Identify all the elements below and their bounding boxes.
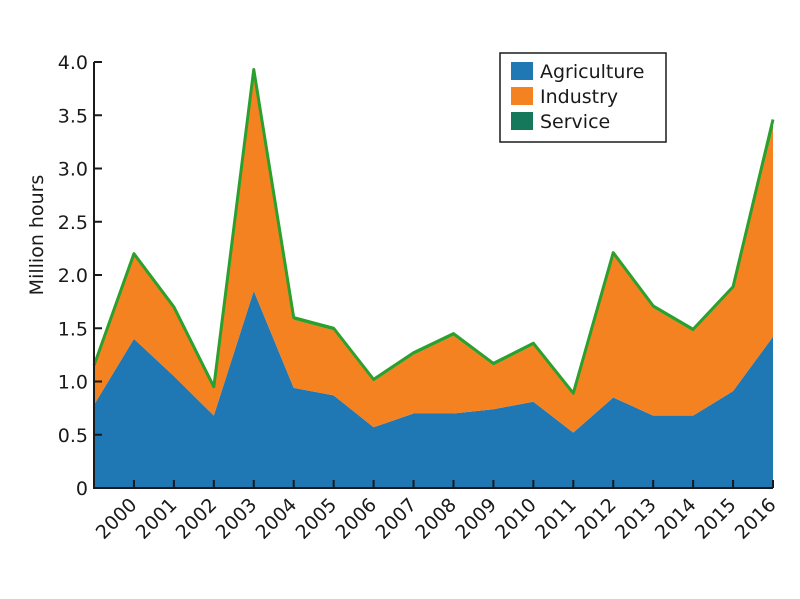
y-tick-label: 4.0 bbox=[58, 52, 88, 74]
y-tick-label: 1.5 bbox=[58, 318, 88, 340]
y-tick-label: 1.0 bbox=[58, 372, 88, 394]
legend-label-industry: Industry bbox=[540, 86, 618, 108]
x-tick-label: 2013 bbox=[611, 494, 661, 544]
y-axis-ticks: 0 0.5 1.0 1.5 2.0 2.5 3.0 3.5 4.0 bbox=[58, 52, 102, 500]
x-tick-label: 2015 bbox=[691, 494, 741, 544]
x-tick-label: 2005 bbox=[291, 494, 341, 544]
y-tick-label: 2.5 bbox=[58, 212, 88, 234]
area-agriculture bbox=[94, 290, 773, 488]
x-tick-label: 2004 bbox=[251, 494, 301, 544]
y-tick-label: 3.5 bbox=[58, 105, 88, 127]
x-tick-label: 2001 bbox=[132, 494, 182, 544]
x-tick-label: 2003 bbox=[212, 494, 262, 544]
y-axis-title: Million hours bbox=[26, 175, 48, 296]
legend-label-agriculture: Agriculture bbox=[540, 61, 645, 83]
legend-swatch-agriculture bbox=[511, 62, 533, 80]
legend-swatch-service bbox=[511, 112, 533, 130]
x-tick-label: 2008 bbox=[411, 494, 461, 544]
x-tick-label: 2012 bbox=[571, 494, 621, 544]
y-tick-label: 2.0 bbox=[58, 265, 88, 287]
y-tick-label: 0 bbox=[76, 478, 88, 500]
legend: Agriculture Industry Service bbox=[499, 52, 667, 143]
x-tick-label: 2000 bbox=[92, 494, 142, 544]
x-tick-label: 2014 bbox=[651, 494, 701, 544]
x-axis-ticks: 2000200120022003200420052006200720082009… bbox=[92, 480, 781, 544]
x-tick-label: 2010 bbox=[491, 494, 541, 544]
y-tick-label: 3.0 bbox=[58, 159, 88, 181]
x-tick-label: 2002 bbox=[172, 494, 222, 544]
y-tick-label: 0.5 bbox=[58, 425, 88, 447]
area-layer bbox=[92, 67, 775, 488]
x-tick-label: 2011 bbox=[531, 494, 581, 544]
legend-swatch-industry bbox=[511, 87, 533, 105]
x-tick-label: 2007 bbox=[371, 494, 421, 544]
x-tick-label: 2009 bbox=[451, 494, 501, 544]
area-industry bbox=[94, 72, 773, 433]
legend-label-service: Service bbox=[540, 111, 610, 133]
x-tick-label: 2016 bbox=[731, 494, 781, 544]
area-service-outline bbox=[92, 67, 775, 395]
x-tick-label: 2006 bbox=[331, 494, 381, 544]
